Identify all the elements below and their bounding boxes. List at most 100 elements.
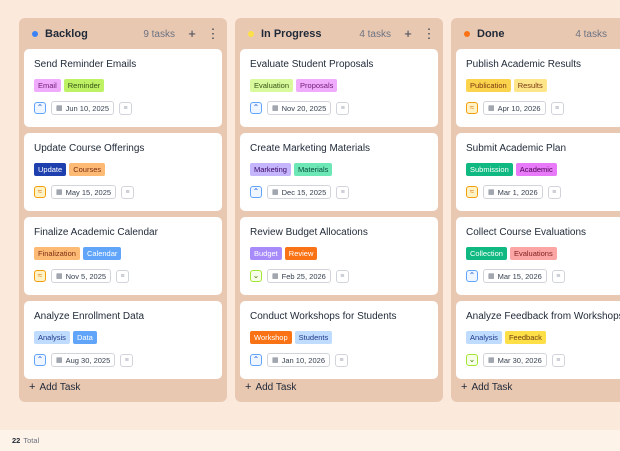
tag: Analysis [34, 331, 70, 344]
due-date[interactable]: ▦ Aug 30, 2025 [51, 353, 116, 367]
tag: Results [513, 79, 547, 92]
tag: Email [34, 79, 61, 92]
description-icon[interactable]: ≡ [551, 353, 565, 367]
description-icon[interactable]: ≡ [550, 101, 564, 115]
due-date[interactable]: ▦ Apr 10, 2026 [483, 101, 546, 115]
priority-high-icon[interactable]: ≈ [466, 102, 478, 114]
due-date[interactable]: ▦ Mar 1, 2026 [483, 185, 543, 199]
tag: Reminder [63, 79, 105, 92]
due-date[interactable]: ▦ Feb 25, 2026 [267, 269, 331, 283]
status-dot-icon [248, 31, 254, 37]
tag: Calendar [82, 247, 122, 260]
task-card[interactable]: Collect Course Evaluations Collection Eval… [456, 217, 620, 295]
task-meta: ⌃ ▦ Aug 30, 2025 ≡ [34, 353, 212, 367]
tag: Update [34, 163, 67, 176]
task-card[interactable]: Review Budget Allocations Budget Review ⌄ ▦ F… [240, 217, 438, 295]
due-date-text: Mar 15, 2026 [497, 271, 542, 281]
task-title: Conduct Workshops for Students [250, 311, 397, 322]
plus-icon: + [29, 381, 36, 393]
tag-list: Budget Review [250, 247, 428, 261]
status-dot-icon [32, 31, 38, 37]
tag: Courses [69, 163, 106, 176]
task-card[interactable]: Conduct Workshops for Students Workshop St… [240, 301, 438, 379]
due-date-text: Feb 25, 2026 [281, 271, 326, 281]
task-card[interactable]: Update Course Offerings Update Courses ≈ ▦ Ma… [24, 133, 222, 211]
card-list: Send Reminder Emails Email Reminder ⌃ ▦ Jun 1… [24, 49, 222, 390]
description-icon[interactable]: ≡ [336, 185, 350, 199]
task-meta: ≈ ▦ Mar 1, 2026 ≡ [466, 185, 620, 199]
priority-medium-icon[interactable]: ⌃ [250, 354, 262, 366]
card-list: Evaluate Student Proposals Evaluation Prop… [240, 49, 438, 390]
task-card[interactable]: Analyze Enrollment Data Analysis Data ⌃ ▦ Aug… [24, 301, 222, 379]
tag: Collection [466, 247, 507, 260]
due-date[interactable]: ▦ Mar 15, 2026 [483, 269, 547, 283]
due-date[interactable]: ▦ Jan 10, 2026 [267, 353, 330, 367]
description-icon[interactable]: ≡ [121, 185, 135, 199]
task-meta: ⌃ ▦ Mar 15, 2026 ≡ [466, 269, 620, 283]
tag: Evaluations [509, 247, 557, 260]
task-card[interactable]: Submit Academic Plan Submission Academic ≈ ▦… [456, 133, 620, 211]
priority-medium-icon[interactable]: ⌃ [34, 354, 46, 366]
add-task-button[interactable]: + Add Task [19, 372, 227, 402]
priority-low-icon[interactable]: ⌄ [250, 270, 262, 282]
description-icon[interactable]: ≡ [116, 269, 130, 283]
due-date-text: Nov 20, 2025 [281, 103, 327, 113]
tag: Submission [466, 163, 513, 176]
tag-list: Marketing Materials [250, 163, 428, 177]
due-date[interactable]: ▦ Mar 30, 2026 [483, 353, 547, 367]
tag-list: Update Courses [34, 163, 212, 177]
kanban-board: Backlog 9 tasks + ⋮ Send Reminder Emails Emai… [19, 18, 620, 402]
task-meta: ⌄ ▦ Mar 30, 2026 ≡ [466, 353, 620, 367]
add-task-button[interactable]: + Add Task [235, 372, 443, 402]
description-icon[interactable]: ≡ [551, 269, 565, 283]
priority-medium-icon[interactable]: ⌃ [34, 102, 46, 114]
tag-list: Finalization Calendar [34, 247, 212, 261]
task-card[interactable]: Send Reminder Emails Email Reminder ⌃ ▦ Jun 1… [24, 49, 222, 127]
due-date[interactable]: ▦ Nov 5, 2025 [51, 269, 112, 283]
priority-medium-icon[interactable]: ⌃ [466, 270, 478, 282]
calendar-icon: ▦ [56, 189, 63, 196]
task-meta: ≈ ▦ May 15, 2025 ≡ [34, 185, 212, 199]
tag: Proposals [296, 79, 338, 92]
calendar-icon: ▦ [488, 105, 495, 112]
calendar-icon: ▦ [488, 273, 495, 280]
priority-high-icon[interactable]: ≈ [34, 186, 46, 198]
add-card-button[interactable]: + [404, 26, 412, 41]
task-title: Finalize Academic Calendar [34, 227, 158, 238]
due-date[interactable]: ▦ Dec 15, 2025 [267, 185, 332, 199]
tag-list: Workshop Students [250, 331, 428, 345]
column-backlog: Backlog 9 tasks + ⋮ Send Reminder Emails Emai… [19, 18, 227, 402]
column-menu-button[interactable]: ⋮ [422, 26, 436, 41]
description-icon[interactable]: ≡ [336, 101, 350, 115]
task-card[interactable]: Finalize Academic Calendar Finalization Ca… [24, 217, 222, 295]
description-icon[interactable]: ≡ [335, 353, 348, 367]
description-icon[interactable]: ≡ [547, 185, 561, 199]
description-icon[interactable]: ≡ [119, 101, 132, 115]
status-footer: 22 Total [0, 430, 620, 451]
column-in-progress: In Progress 4 tasks + ⋮ Evaluate Student Pro… [235, 18, 443, 402]
description-icon[interactable]: ≡ [120, 353, 134, 367]
task-card[interactable]: Publish Academic Results Publication Resul… [456, 49, 620, 127]
task-meta: ≈ ▦ Apr 10, 2026 ≡ [466, 101, 620, 115]
task-card[interactable]: Analyze Feedback from Workshops Analysis F… [456, 301, 620, 379]
task-card[interactable]: Evaluate Student Proposals Evaluation Prop… [240, 49, 438, 127]
priority-high-icon[interactable]: ≈ [466, 186, 478, 198]
due-date[interactable]: ▦ Jun 10, 2025 [51, 101, 114, 115]
tag: Feedback [504, 331, 546, 344]
due-date[interactable]: ▦ May 15, 2025 [51, 185, 117, 199]
task-title: Evaluate Student Proposals [250, 59, 374, 70]
priority-high-icon[interactable]: ≈ [34, 270, 46, 282]
tag-list: Evaluation Proposals [250, 79, 428, 93]
priority-low-icon[interactable]: ⌄ [466, 354, 478, 366]
task-title: Review Budget Allocations [250, 227, 368, 238]
column-menu-button[interactable]: ⋮ [206, 26, 220, 41]
description-icon[interactable]: ≡ [335, 269, 349, 283]
calendar-icon: ▦ [488, 357, 495, 364]
priority-medium-icon[interactable]: ⌃ [250, 102, 262, 114]
add-card-button[interactable]: + [188, 26, 196, 41]
due-date[interactable]: ▦ Nov 20, 2025 [267, 101, 332, 115]
add-task-button[interactable]: + Add Task [451, 372, 620, 402]
priority-medium-icon[interactable]: ⌃ [250, 186, 262, 198]
task-count: 4 tasks [575, 28, 607, 40]
task-card[interactable]: Create Marketing Materials Marketing Mater… [240, 133, 438, 211]
